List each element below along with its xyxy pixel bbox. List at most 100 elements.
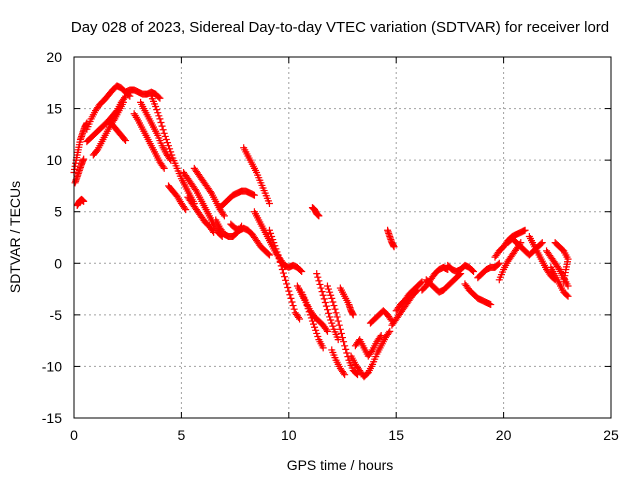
data-point (296, 315, 304, 323)
data-point (289, 302, 297, 310)
data-point (334, 336, 342, 344)
data-point (162, 136, 170, 144)
series-arc-13 (180, 169, 226, 240)
data-point (564, 292, 572, 300)
series-arc-19 (227, 220, 273, 259)
data-point (281, 273, 289, 281)
series-arc-35 (392, 278, 426, 315)
series-arc-15 (190, 164, 228, 220)
data-point (279, 269, 287, 277)
data-point (80, 155, 88, 163)
data-point (468, 267, 476, 275)
data-point (122, 137, 130, 145)
data-point (269, 236, 277, 244)
y-tick-label: -10 (42, 358, 62, 374)
data-point (315, 277, 323, 285)
data-point (152, 103, 160, 111)
data-point (314, 333, 322, 341)
y-tick-label: -5 (50, 307, 63, 323)
data-point (495, 259, 503, 267)
data-point (377, 331, 385, 339)
series-arc-24 (298, 288, 327, 352)
data-point (264, 250, 272, 258)
data-point (560, 278, 568, 286)
x-tick-label: 5 (178, 427, 186, 443)
series-arc-41 (491, 226, 529, 261)
data-point (160, 164, 168, 172)
data-point (325, 309, 333, 317)
data-point (270, 239, 278, 247)
x-tick-label: 0 (70, 427, 78, 443)
data-point (154, 109, 162, 117)
data-point (320, 295, 328, 303)
series-arc-08 (122, 86, 164, 102)
series-arc-29 (336, 284, 357, 319)
data-point (417, 279, 425, 287)
series-arc-46 (547, 263, 572, 300)
series-arc-03 (73, 195, 88, 210)
data-point (305, 308, 313, 316)
series-arc-09 (130, 110, 168, 172)
data-point (278, 265, 286, 273)
data-point (487, 301, 495, 309)
data-point (339, 334, 346, 342)
data-point (294, 313, 302, 321)
data-point (327, 291, 335, 299)
data-point (319, 344, 327, 352)
data-point (119, 98, 127, 106)
data-point (155, 112, 163, 120)
data-point (181, 204, 189, 212)
data-point (273, 248, 281, 256)
data-point (166, 145, 174, 153)
data-point (367, 347, 375, 355)
data-point (298, 268, 306, 276)
data-point (283, 280, 291, 288)
data-point (321, 298, 329, 306)
series-arc-11 (147, 92, 198, 207)
data-point (167, 148, 175, 156)
series-arc-38 (444, 261, 478, 276)
data-point (219, 210, 227, 218)
series-arc-07 (104, 117, 130, 145)
series-arc-26 (313, 270, 342, 344)
data-point (250, 191, 258, 199)
data-point (160, 129, 168, 137)
series-arc-37 (422, 270, 465, 296)
data-point (159, 126, 167, 134)
x-axis-label: GPS time / hours (287, 457, 394, 473)
data-point (288, 298, 296, 306)
data-point (209, 227, 217, 235)
y-tick-label: 10 (46, 152, 62, 168)
data-point (341, 371, 349, 379)
data-point (306, 311, 314, 319)
data-point (165, 142, 173, 150)
series-arc-02 (71, 155, 88, 187)
series-arc-21 (265, 226, 304, 323)
data-point (329, 298, 337, 306)
data-point (267, 229, 275, 237)
data-point (80, 197, 88, 205)
data-point (337, 329, 345, 337)
data-point (210, 228, 218, 236)
data-point (159, 163, 167, 171)
data-point (313, 270, 321, 278)
data-point (319, 291, 327, 299)
series-arc-33 (384, 226, 398, 251)
data-point (554, 264, 562, 272)
series-arc-27 (323, 282, 362, 379)
data-point (317, 284, 325, 292)
data-point (335, 321, 343, 329)
data-point (153, 106, 161, 114)
plot-frame (73, 56, 612, 419)
data-point (285, 287, 293, 295)
data-point (311, 323, 319, 331)
series-arc-14 (184, 193, 218, 236)
series-arc-28 (328, 346, 349, 379)
data-point (537, 240, 545, 248)
data-point (323, 282, 331, 290)
data-point (343, 349, 351, 357)
data-point (182, 206, 190, 214)
series-arc-10 (137, 98, 175, 164)
data-point (331, 305, 339, 313)
series-arc-12 (165, 182, 190, 214)
